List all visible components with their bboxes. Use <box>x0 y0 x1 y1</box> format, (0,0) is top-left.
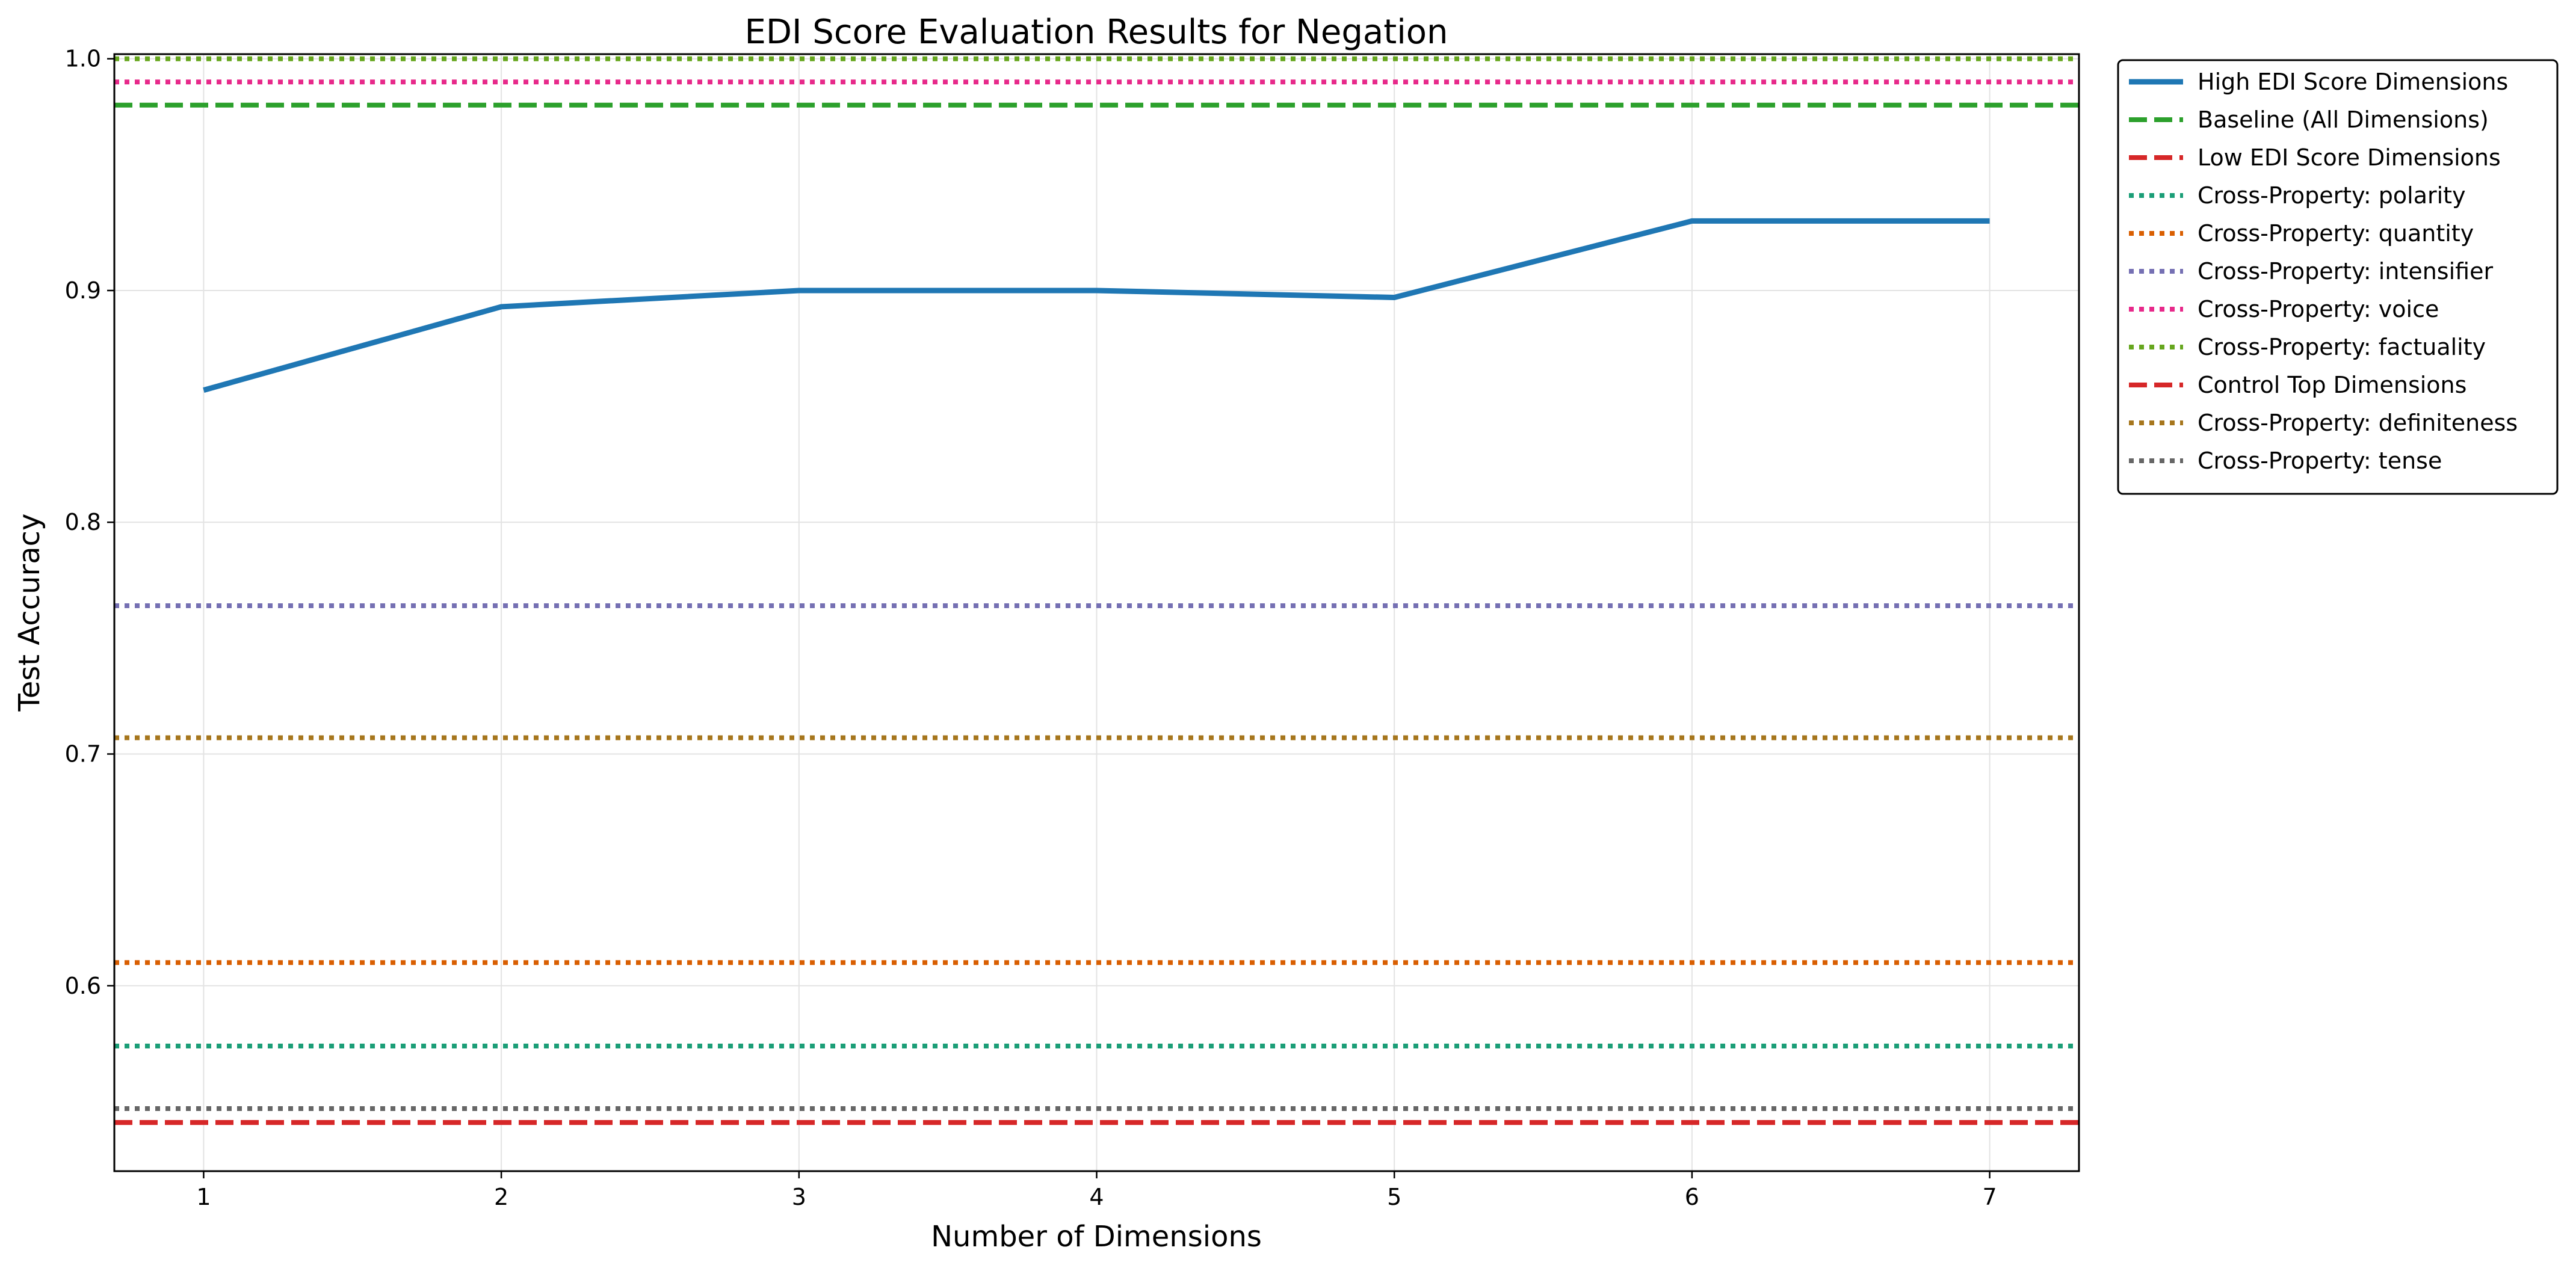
legend-box <box>2117 59 2559 495</box>
x-tick-label: 6 <box>1685 1184 1699 1210</box>
x-tick-label: 2 <box>494 1184 508 1210</box>
legend-label: Cross-Property: quantity <box>2198 220 2474 247</box>
legend-label: Cross-Property: definiteness <box>2198 410 2518 436</box>
axis-ticks: 1 2 3 4 5 6 7 0.6 0.7 0.8 0.9 1.0 <box>65 46 1997 1210</box>
legend-label: Cross-Property: tense <box>2198 448 2442 474</box>
y-axis-label: Test Accuracy <box>13 514 46 712</box>
x-tick-label: 7 <box>1982 1184 1997 1210</box>
legend: High EDI Score Dimensions Baseline (All D… <box>2117 59 2559 495</box>
y-tick-label: 0.6 <box>65 973 101 999</box>
x-tick-label: 4 <box>1089 1184 1104 1210</box>
y-tick-label: 0.7 <box>65 741 101 768</box>
chart-title: EDI Score Evaluation Results for Negatio… <box>744 13 1448 52</box>
legend-label: Cross-Property: voice <box>2198 296 2439 322</box>
legend-label: Low EDI Score Dimensions <box>2198 144 2501 171</box>
legend-label: High EDI Score Dimensions <box>2198 69 2508 95</box>
legend-label: Baseline (All Dimensions) <box>2198 106 2489 133</box>
legend-label: Control Top Dimensions <box>2198 372 2466 398</box>
x-tick-label: 3 <box>792 1184 806 1210</box>
legend-label: Cross-Property: polarity <box>2198 182 2466 209</box>
x-tick-label: 5 <box>1387 1184 1401 1210</box>
y-tick-label: 1.0 <box>65 46 101 72</box>
x-tick-label: 1 <box>196 1184 211 1210</box>
plot-area <box>114 56 2079 1125</box>
legend-label: Cross-Property: intensifier <box>2198 258 2493 285</box>
y-tick-label: 0.8 <box>65 509 101 535</box>
y-tick-label: 0.9 <box>65 277 101 304</box>
x-axis-label: Number of Dimensions <box>931 1220 1262 1254</box>
legend-label: Cross-Property: factuality <box>2198 334 2486 360</box>
